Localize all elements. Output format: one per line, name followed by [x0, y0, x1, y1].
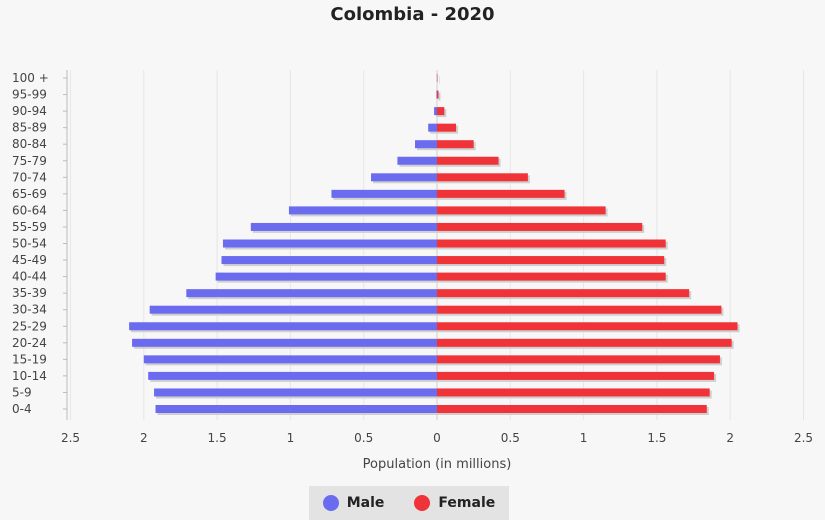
- x-axis-label: Population (in millions): [363, 457, 512, 472]
- bar-shadow-female: [439, 92, 441, 101]
- y-tick-label: 0-4: [12, 402, 32, 416]
- y-tick-label: 65-69: [12, 187, 47, 201]
- bar-male: [129, 322, 437, 331]
- bar-male: [222, 239, 437, 248]
- bar-male: [132, 338, 437, 347]
- x-tick-label: 2: [140, 431, 148, 445]
- bar-male: [221, 256, 437, 265]
- x-tick-label: 0: [433, 431, 441, 445]
- legend-dot-male: [322, 495, 339, 511]
- x-tick-label: 1: [580, 431, 588, 445]
- bar-male: [250, 222, 437, 231]
- bar-female: [437, 206, 606, 215]
- y-tick-label: 100 +: [12, 71, 49, 85]
- bar-shadow-male: [438, 92, 439, 101]
- y-tick-label: 20-24: [12, 336, 47, 350]
- x-tick-label: 2.5: [61, 431, 80, 445]
- bar-male: [331, 189, 437, 198]
- x-tick-label: 0.5: [501, 431, 520, 445]
- bar-male: [149, 305, 437, 314]
- x-tick-label: 1: [287, 431, 295, 445]
- bar-female: [437, 256, 665, 265]
- y-tick-label: 10-14: [12, 369, 47, 383]
- y-tick-label: 85-89: [12, 121, 47, 135]
- y-tick-label: 95-99: [12, 88, 47, 102]
- y-tick-label: 50-54: [12, 237, 47, 251]
- bar-female: [437, 123, 457, 132]
- chart-title: Colombia - 2020: [330, 4, 495, 25]
- y-tick-label: 70-74: [12, 170, 47, 184]
- x-tick-label: 0.5: [354, 431, 373, 445]
- population-pyramid-chart: 2.5 2 1.5 1 0.5 0 0.5 1 1.5 2 2.5 100 + 95-99 90-94 85…: [12, 70, 813, 472]
- y-tick-label: 35-39: [12, 286, 47, 300]
- legend-label-male: Male: [346, 495, 385, 511]
- y-tick-label: 90-94: [12, 104, 47, 118]
- bar-female: [437, 371, 715, 380]
- y-tick-label: 40-44: [12, 270, 47, 284]
- y-tick-label: 5-9: [12, 385, 32, 399]
- y-tick-label: 55-59: [12, 220, 47, 234]
- legend-item-male[interactable]: Male: [322, 495, 385, 511]
- legend-item-female[interactable]: Female: [414, 495, 495, 511]
- y-tick-label: 30-34: [12, 303, 47, 317]
- bar-female: [437, 305, 722, 314]
- bar-female: [437, 239, 666, 248]
- bar-female: [437, 222, 643, 231]
- bar-male: [428, 123, 437, 132]
- bar-female: [437, 189, 565, 198]
- bar-female: [437, 156, 499, 165]
- bar-male: [154, 388, 437, 397]
- legend-label-female: Female: [438, 495, 496, 511]
- bar-male: [186, 289, 437, 298]
- bar-female: [437, 289, 690, 298]
- bar-male: [155, 405, 437, 413]
- y-tick-label: 45-49: [12, 253, 47, 267]
- y-tick-label: 60-64: [12, 203, 47, 217]
- bar-female: [437, 405, 707, 413]
- bar-female: [437, 107, 445, 116]
- bar-male: [215, 272, 437, 281]
- y-tick-label: 80-84: [12, 137, 47, 151]
- bar-female: [437, 173, 528, 182]
- bar-female: [437, 388, 710, 397]
- bar-female: [437, 355, 720, 364]
- legend: Male Female: [309, 486, 509, 520]
- bar-male: [436, 90, 437, 99]
- bar-female: [437, 90, 439, 99]
- bar-female: [437, 272, 666, 281]
- y-tick-label: 75-79: [12, 154, 47, 168]
- bar-male: [143, 355, 438, 364]
- bar-male: [415, 140, 437, 149]
- x-tick-label: 1.5: [208, 431, 227, 445]
- bar-male: [434, 107, 437, 116]
- x-tick-label: 2: [726, 431, 734, 445]
- x-tick-label: 1.5: [647, 431, 666, 445]
- bar-male: [288, 206, 437, 215]
- y-tick-label: 25-29: [12, 319, 47, 333]
- x-tick-label: 2.5: [794, 431, 813, 445]
- y-tick-label: 15-19: [12, 352, 47, 366]
- bar-male: [148, 371, 437, 380]
- bar-female: [437, 140, 474, 149]
- bar-male: [371, 173, 437, 182]
- bar-male: [397, 156, 437, 165]
- legend-dot-female: [414, 495, 431, 511]
- bar-female: [437, 338, 732, 347]
- bar-female: [437, 322, 738, 331]
